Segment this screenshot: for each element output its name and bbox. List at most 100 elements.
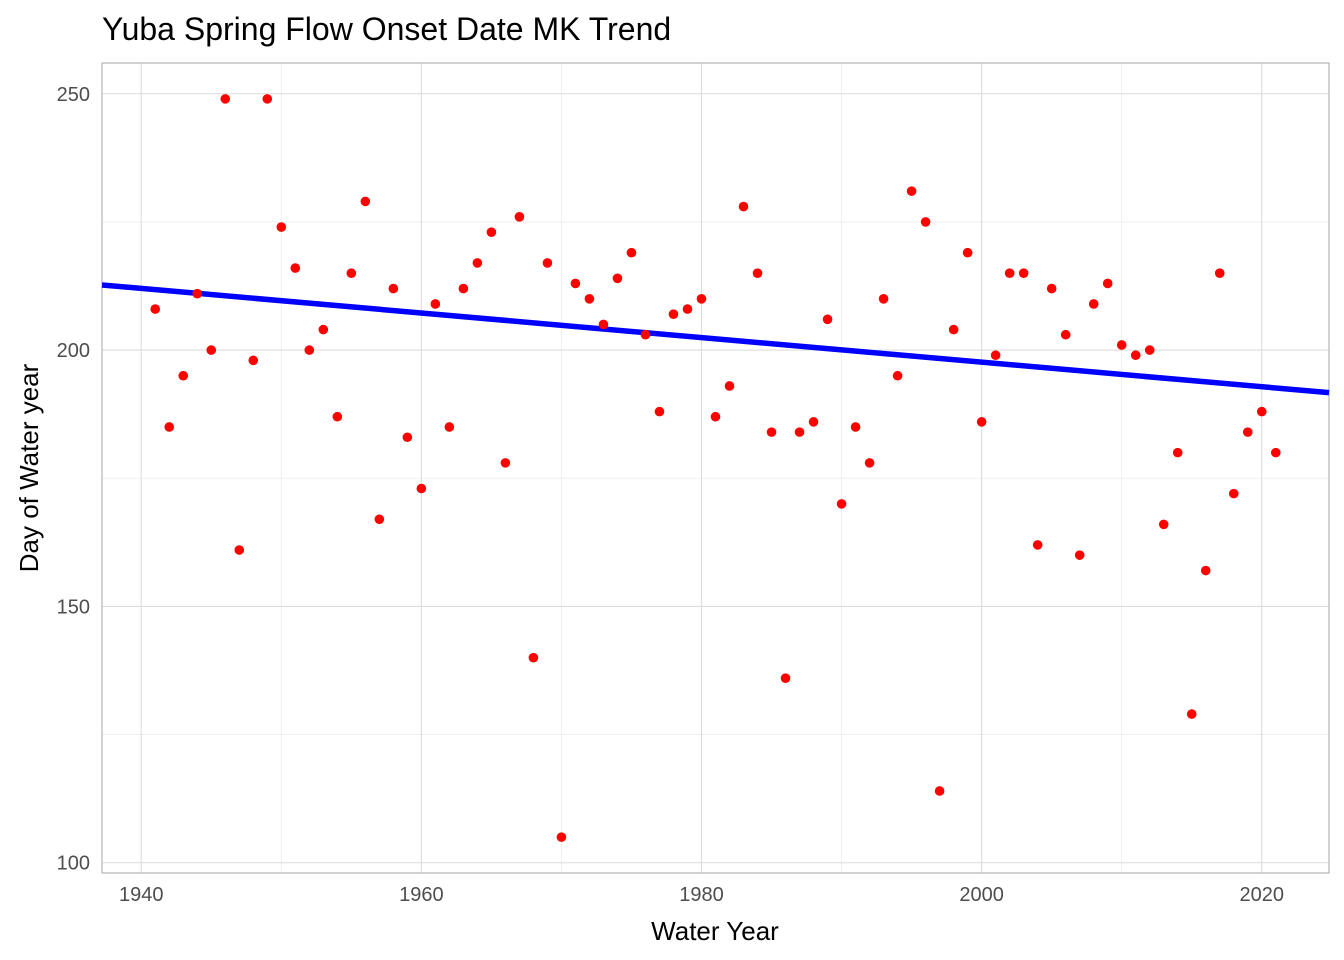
y-axis-tick-labels: 100 150 200 250 — [57, 84, 90, 875]
data-point — [514, 211, 525, 222]
data-point — [276, 222, 287, 232]
data-point — [458, 283, 469, 294]
data-point — [290, 263, 301, 273]
data-point — [206, 345, 217, 355]
data-point — [500, 458, 511, 468]
y-tick-label: 100 — [57, 853, 90, 875]
major-gridlines — [102, 63, 1329, 873]
data-point — [1214, 268, 1225, 278]
data-point — [178, 370, 189, 381]
data-point — [472, 258, 483, 268]
data-point — [304, 345, 315, 355]
data-point — [1256, 406, 1267, 417]
data-point — [808, 417, 819, 427]
data-point — [976, 417, 987, 427]
data-point — [794, 427, 805, 437]
data-point — [584, 294, 595, 304]
data-point — [1032, 540, 1043, 550]
data-point — [836, 499, 847, 509]
data-point — [934, 786, 945, 796]
data-point — [962, 247, 973, 258]
data-point — [444, 422, 455, 432]
y-axis-title: Day of Water year — [14, 363, 44, 572]
data-point — [1130, 350, 1141, 361]
x-tick-label: 2000 — [959, 884, 1004, 906]
data-point — [626, 247, 637, 258]
data-point — [612, 273, 623, 284]
data-point — [570, 278, 581, 289]
data-point — [878, 294, 889, 304]
data-point — [402, 432, 413, 443]
data-point — [1242, 427, 1253, 437]
x-tick-label: 1980 — [679, 884, 724, 906]
data-point — [598, 319, 609, 330]
data-point — [1004, 268, 1015, 278]
data-point — [822, 314, 833, 325]
data-point — [906, 186, 917, 196]
chart-title: Yuba Spring Flow Onset Date MK Trend — [102, 11, 671, 47]
data-point — [374, 514, 385, 525]
data-point — [346, 268, 357, 278]
trend-line-group — [101, 282, 1330, 396]
data-point — [738, 201, 749, 212]
data-point — [360, 196, 371, 207]
x-tick-label: 1960 — [399, 884, 444, 906]
x-tick-label: 2020 — [1240, 884, 1285, 906]
y-tick-label: 250 — [57, 84, 90, 106]
data-point — [654, 406, 665, 417]
data-point — [920, 217, 931, 227]
trend-line — [101, 282, 1330, 396]
data-point — [724, 381, 735, 391]
panel-border — [101, 62, 1330, 874]
data-point — [682, 304, 693, 314]
data-point — [710, 411, 721, 422]
data-point — [486, 227, 497, 237]
data-point — [850, 422, 861, 432]
data-point — [892, 370, 903, 381]
y-tick-label: 200 — [57, 340, 90, 362]
x-tick-label: 1940 — [119, 884, 164, 906]
data-point — [388, 283, 399, 294]
data-point — [864, 458, 875, 468]
data-point — [668, 309, 679, 320]
data-point — [430, 299, 441, 309]
data-point — [332, 411, 343, 422]
data-point — [1186, 709, 1197, 719]
data-point — [192, 288, 203, 299]
data-point — [948, 324, 959, 335]
data-point — [1200, 565, 1211, 576]
data-point — [318, 324, 329, 335]
data-point — [696, 294, 707, 304]
data-point — [640, 329, 651, 340]
data-point — [528, 652, 539, 663]
data-point — [780, 673, 791, 683]
data-point — [416, 483, 427, 494]
data-point — [1018, 268, 1029, 278]
y-tick-label: 150 — [57, 596, 90, 618]
minor-gridlines — [102, 63, 1329, 873]
data-point — [164, 422, 175, 432]
data-point — [1158, 519, 1169, 530]
data-point — [1172, 447, 1183, 458]
data-point — [248, 355, 259, 366]
data-point — [1102, 278, 1113, 289]
data-point — [1074, 550, 1085, 560]
data-point — [752, 268, 763, 278]
data-point — [542, 258, 553, 268]
data-point — [1046, 283, 1057, 294]
data-point — [1060, 329, 1071, 340]
data-point — [1144, 345, 1155, 355]
data-point — [556, 832, 567, 842]
data-point — [1088, 299, 1099, 309]
data-point — [150, 304, 161, 314]
data-point — [234, 545, 245, 555]
data-point — [220, 94, 231, 104]
data-point — [1228, 488, 1239, 499]
data-points — [150, 94, 1281, 842]
data-point — [766, 427, 777, 437]
x-axis-title: Water Year — [651, 916, 779, 946]
data-point — [262, 94, 273, 104]
x-axis-tick-labels: 1940 1960 1980 2000 2020 — [119, 884, 1284, 906]
data-point — [990, 350, 1001, 361]
